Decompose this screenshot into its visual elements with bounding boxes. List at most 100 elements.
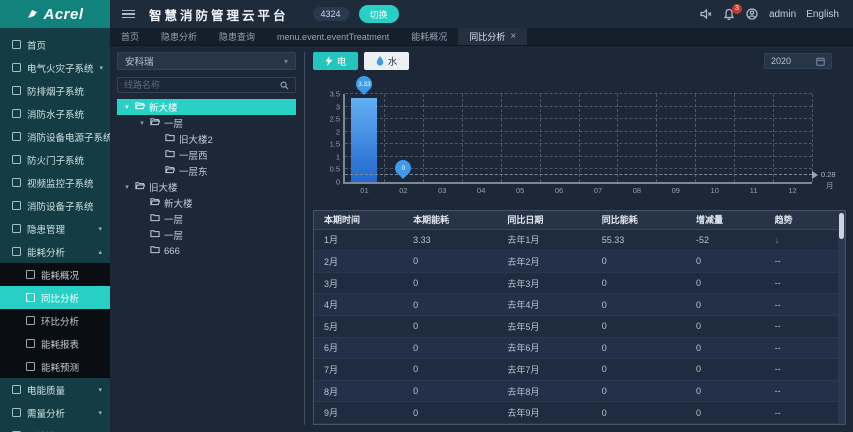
folder-open-icon <box>135 101 146 113</box>
sidebar-item[interactable]: 首页 <box>0 33 110 56</box>
folder-closed-icon <box>150 245 160 257</box>
tree-node[interactable]: 一层 <box>117 211 296 227</box>
speaker-mute-icon[interactable] <box>700 8 713 21</box>
search-icon[interactable] <box>280 80 289 90</box>
electric-toggle-button[interactable]: 电 <box>313 52 358 70</box>
tab-item-3[interactable]: menu.event.eventTreatment <box>266 28 400 45</box>
topbar-main: 智慧消防管理云平台 4324 切换 3 admin English <box>110 0 853 28</box>
sidebar-item[interactable]: 防火门子系统 <box>0 148 110 171</box>
table-cell: -- <box>764 272 838 295</box>
sidebar-item[interactable]: 视频监控子系统 <box>0 171 110 194</box>
tree-node[interactable]: ▾ 新大楼 <box>117 99 296 115</box>
switch-project-button[interactable]: 切换 <box>358 5 399 23</box>
table-cell: 0 <box>403 272 498 295</box>
smoke-control-icon <box>12 86 21 95</box>
tree-node[interactable]: 一层东 <box>117 163 296 179</box>
tab-item-2[interactable]: 隐患查询 <box>208 28 266 45</box>
sidebar-item-label: 隐患管理 <box>27 224 66 236</box>
table-cell: 去年5月 <box>497 315 592 338</box>
table-cell: 0 <box>403 250 498 273</box>
sidebar-item[interactable]: 防排烟子系统 <box>0 79 110 102</box>
tree-node[interactable]: 666 <box>117 243 296 259</box>
x-axis-tick-label: 03 <box>438 186 447 195</box>
table-cell: 7月 <box>314 358 404 381</box>
sidebar-item[interactable]: 运维管理▾ <box>0 424 110 432</box>
project-select[interactable]: 安科瑞 ▾ <box>117 52 296 70</box>
sidebar-item[interactable]: 能耗报表 <box>0 332 110 355</box>
grid-line <box>734 94 736 182</box>
table-cell: 0 <box>591 315 687 338</box>
tab-close-icon[interactable]: × <box>510 31 517 42</box>
chevron-down-icon: ▾ <box>98 409 102 417</box>
chevron-down-icon: ▾ <box>99 64 104 72</box>
tree-node[interactable]: 一层西 <box>117 147 296 163</box>
sidebar-item[interactable]: 电能质量 ▾ <box>0 378 110 401</box>
notification-bell-icon[interactable]: 3 <box>723 3 742 21</box>
tab-item-4[interactable]: 能耗概况 <box>400 28 458 45</box>
language-switcher[interactable]: English <box>806 8 839 20</box>
tree-node-label: 旧大楼 <box>149 183 178 194</box>
table-header-cell: 增减量 <box>686 211 765 230</box>
caret-down-icon[interactable]: ▾ <box>125 184 129 191</box>
sidebar-item[interactable]: 消防设备电源子系统 <box>0 125 110 148</box>
sidebar-item[interactable]: 能耗分析 ▴ <box>0 240 110 263</box>
tree-node-label: 666 <box>164 245 180 257</box>
sidebar-item-label: 消防设备子系统 <box>27 201 94 213</box>
y-axis-tick-label: 1 <box>335 152 340 162</box>
sidebar-item[interactable]: 能耗预测 <box>0 355 110 378</box>
table-cell: 0 <box>591 337 687 360</box>
sidebar-item[interactable]: 电气火灾子系统 ▾ <box>0 56 110 79</box>
tab-item-1[interactable]: 隐患分析 <box>150 28 208 45</box>
sidebar-item[interactable]: 能耗概况 <box>0 263 110 286</box>
table-cell: 0 <box>686 380 765 403</box>
sidebar-item-label: 需量分析 <box>27 408 66 420</box>
tab-item-5[interactable]: 同比分析 × <box>458 28 528 45</box>
tree-node-label: 一层 <box>164 215 184 226</box>
table-cell: 0 <box>686 337 765 360</box>
x-axis-tick-label: 04 <box>477 186 486 195</box>
user-avatar-icon[interactable] <box>746 8 759 21</box>
table-cell: 0 <box>686 293 765 316</box>
grid-line <box>578 94 580 182</box>
folder-closed-icon <box>165 133 175 145</box>
bar-01 <box>351 98 378 182</box>
table-row: 2月 0 去年2月 0 0 -- <box>314 250 838 273</box>
x-axis-tick-label: 08 <box>632 186 642 195</box>
sidebar-item[interactable]: 需量分析 ▾ <box>0 401 110 424</box>
sidebar-item[interactable]: 消防设备子系统 <box>0 194 110 217</box>
caret-down-icon[interactable]: ▾ <box>140 120 144 127</box>
table-cell: 0 <box>591 358 687 381</box>
tab-item-0[interactable]: 首页 <box>110 28 150 45</box>
calendar-icon <box>816 57 825 66</box>
table-row: 7月 0 去年7月 0 0 -- <box>314 358 838 381</box>
yoy-bar-chart: 0 0.5 1 1.5 2 2.5 3 3.5 01 02 03 04 05 06 07 08 09 10 11 12… <box>313 76 846 202</box>
tree-node[interactable]: 新大楼 <box>117 195 296 211</box>
collapse-menu-icon[interactable] <box>122 9 135 19</box>
water-toggle-button[interactable]: 水 <box>364 52 409 70</box>
energy-forecast-icon <box>26 362 35 371</box>
tree-node[interactable]: 一层 <box>117 227 296 243</box>
sidebar-item[interactable]: 隐患管理 ▾ <box>0 217 110 240</box>
tree-node-label: 一层 <box>164 231 184 242</box>
table-scrollbar[interactable] <box>838 211 845 424</box>
tree-node[interactable]: 旧大楼2 <box>117 131 296 147</box>
acrel-logo-text: Acrel <box>43 5 84 23</box>
tree-node[interactable]: ▾ 旧大楼 <box>117 179 296 195</box>
data-pin-marker: 0 <box>395 160 412 176</box>
table-scrollbar-thumb[interactable] <box>839 213 844 239</box>
y-axis-tick-label: 2 <box>335 127 340 137</box>
caret-down-icon[interactable]: ▾ <box>125 104 129 111</box>
sidebar-item[interactable]: 消防水子系统 <box>0 102 110 125</box>
table-cell: 0 <box>403 358 498 381</box>
username-label[interactable]: admin <box>768 8 797 20</box>
table-header-cell: 趋势 <box>764 211 838 230</box>
sidebar-item[interactable]: 同比分析 <box>0 286 110 309</box>
table-cell: 0 <box>591 293 687 316</box>
table-header-cell: 同比日期 <box>497 211 592 230</box>
sidebar-item[interactable]: 环比分析 <box>0 309 110 332</box>
year-picker[interactable]: 2020 <box>764 53 832 69</box>
tree-node[interactable]: ▾ 一层 <box>117 115 296 131</box>
table-cell: 0 <box>686 250 765 273</box>
tree-search-input[interactable] <box>124 80 280 90</box>
sidebar-item-label: 消防设备电源子系统 <box>27 132 110 144</box>
